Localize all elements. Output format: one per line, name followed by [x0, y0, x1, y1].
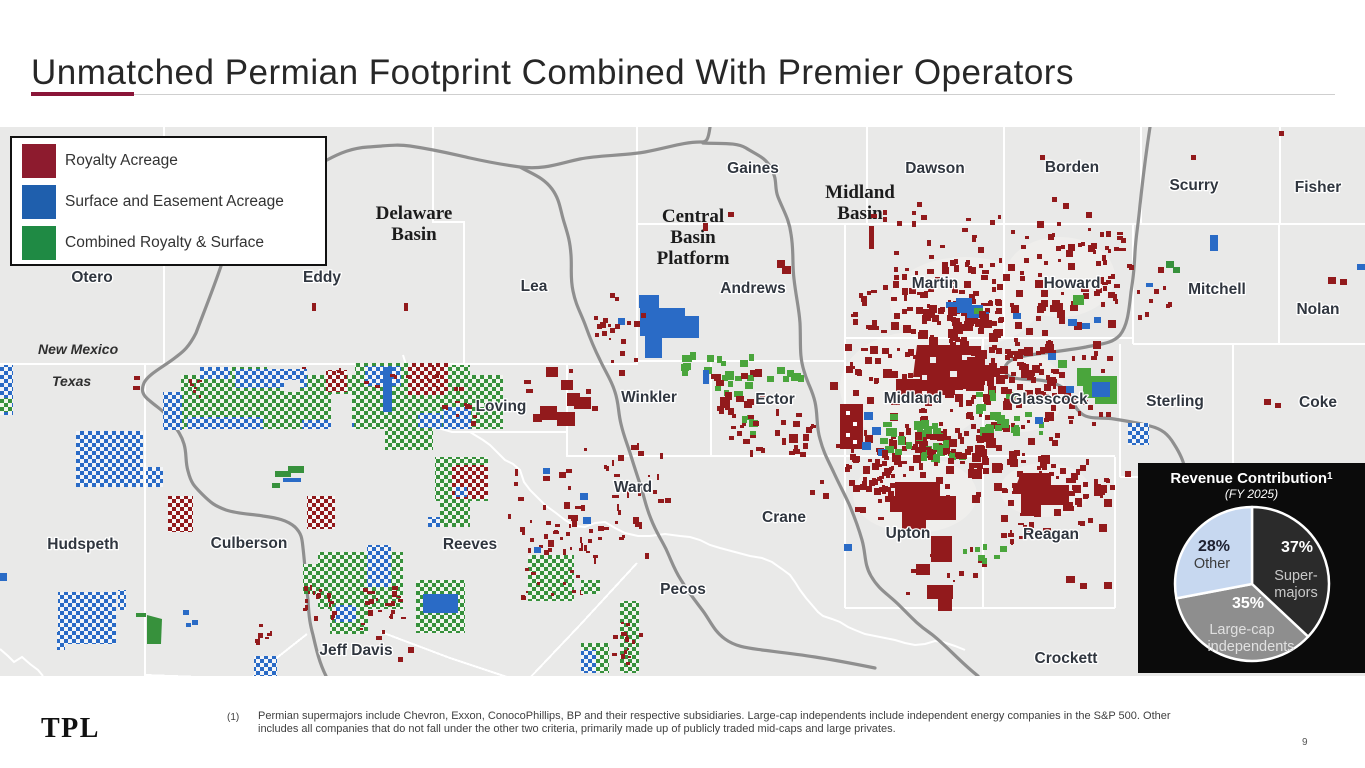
svg-text:independents: independents: [1207, 639, 1294, 655]
svg-text:Mitchell: Mitchell: [1188, 281, 1246, 298]
svg-text:Reagan: Reagan: [1023, 526, 1079, 543]
svg-text:Dawson: Dawson: [905, 160, 964, 177]
svg-text:Glasscock: Glasscock: [1010, 391, 1088, 408]
svg-text:Andrews: Andrews: [720, 280, 785, 297]
svg-text:Midland: Midland: [825, 182, 895, 203]
svg-text:Nolan: Nolan: [1296, 301, 1339, 318]
svg-text:Large-cap: Large-cap: [1209, 622, 1274, 638]
svg-text:Ward: Ward: [614, 479, 652, 496]
svg-text:Pecos: Pecos: [660, 581, 706, 598]
svg-text:Super-: Super-: [1274, 568, 1318, 584]
svg-text:Culberson: Culberson: [211, 535, 288, 552]
svg-text:Crane: Crane: [762, 509, 806, 526]
svg-text:Lea: Lea: [521, 278, 548, 295]
svg-text:New Mexico: New Mexico: [38, 341, 119, 357]
svg-text:majors: majors: [1274, 585, 1318, 601]
svg-text:Reeves: Reeves: [443, 536, 497, 553]
svg-text:Midland: Midland: [884, 390, 943, 407]
svg-text:Delaware: Delaware: [376, 203, 453, 224]
svg-text:Martin: Martin: [912, 275, 959, 292]
svg-text:28%: 28%: [1198, 538, 1230, 555]
svg-text:Scurry: Scurry: [1169, 177, 1218, 194]
svg-text:Ector: Ector: [755, 391, 795, 408]
svg-text:Upton: Upton: [886, 525, 931, 542]
svg-text:Otero: Otero: [71, 269, 112, 286]
svg-text:Loving: Loving: [476, 398, 527, 415]
svg-text:Basin: Basin: [837, 203, 883, 224]
svg-text:Coke: Coke: [1299, 394, 1337, 411]
svg-text:Howard: Howard: [1044, 275, 1101, 292]
svg-text:Central: Central: [662, 206, 724, 227]
svg-text:Texas: Texas: [52, 373, 91, 389]
svg-text:Jeff Davis: Jeff Davis: [319, 642, 392, 659]
svg-text:Crockett: Crockett: [1035, 650, 1098, 667]
svg-text:Sterling: Sterling: [1146, 393, 1204, 410]
svg-text:Other: Other: [1194, 556, 1230, 572]
svg-text:Gaines: Gaines: [727, 160, 779, 177]
svg-text:Platform: Platform: [657, 248, 730, 269]
svg-text:Basin: Basin: [670, 227, 716, 248]
svg-text:Fisher: Fisher: [1295, 179, 1342, 196]
svg-text:Eddy: Eddy: [303, 269, 341, 286]
svg-text:37%: 37%: [1281, 539, 1313, 556]
svg-text:35%: 35%: [1232, 595, 1264, 612]
svg-text:Borden: Borden: [1045, 159, 1099, 176]
svg-text:Winkler: Winkler: [621, 389, 677, 406]
svg-text:Hudspeth: Hudspeth: [47, 536, 118, 553]
svg-text:Basin: Basin: [391, 224, 437, 245]
